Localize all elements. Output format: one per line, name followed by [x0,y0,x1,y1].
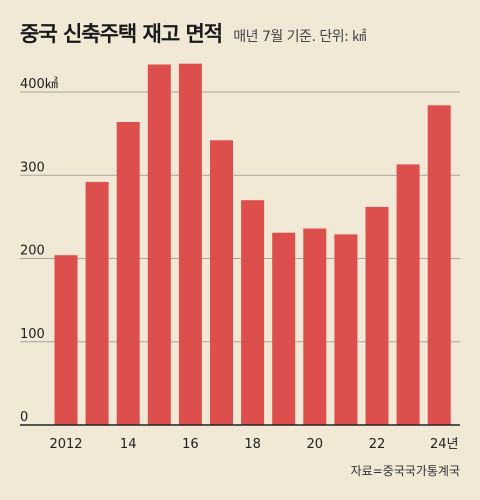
x-tick-label: 18 [244,437,261,452]
x-tick-label: 22 [369,437,386,452]
bar-2014 [116,122,140,425]
x-tick-label: 14 [120,437,137,452]
chart-title: 중국 신축주택 재고 면적 [20,22,223,46]
bar-2022 [365,206,389,425]
chart-header: 중국 신축주택 재고 면적 매년 7월 기준. 단위: ㎢ [20,18,470,48]
y-tick-label: 200 [20,244,45,259]
bar-2021 [334,234,358,425]
bar-2017 [210,140,233,426]
bar-2012 [54,255,78,425]
y-tick-label: 300 [20,160,45,175]
x-tick-label: 20 [307,437,324,452]
bar-2013 [85,181,109,425]
bar-2015 [147,64,171,425]
x-tick-label: 24년 [430,437,459,452]
bar-2020 [303,228,327,425]
x-tick-label: 16 [182,437,199,452]
bar-2019 [272,232,296,425]
y-tick-label: 0 [20,410,28,425]
bar-2023 [396,164,420,425]
bar-2018 [241,200,265,425]
x-tick-label: 2012 [49,437,82,452]
bar-2024 [427,105,451,426]
y-tick-label-top: 400㎢ [20,77,58,92]
bar-2016 [178,63,202,425]
y-tick-label: 100 [20,327,45,342]
source-note: 자료=중국국가통계국 [350,464,460,478]
chart-subtitle: 매년 7월 기준. 단위: ㎢ [233,29,366,45]
